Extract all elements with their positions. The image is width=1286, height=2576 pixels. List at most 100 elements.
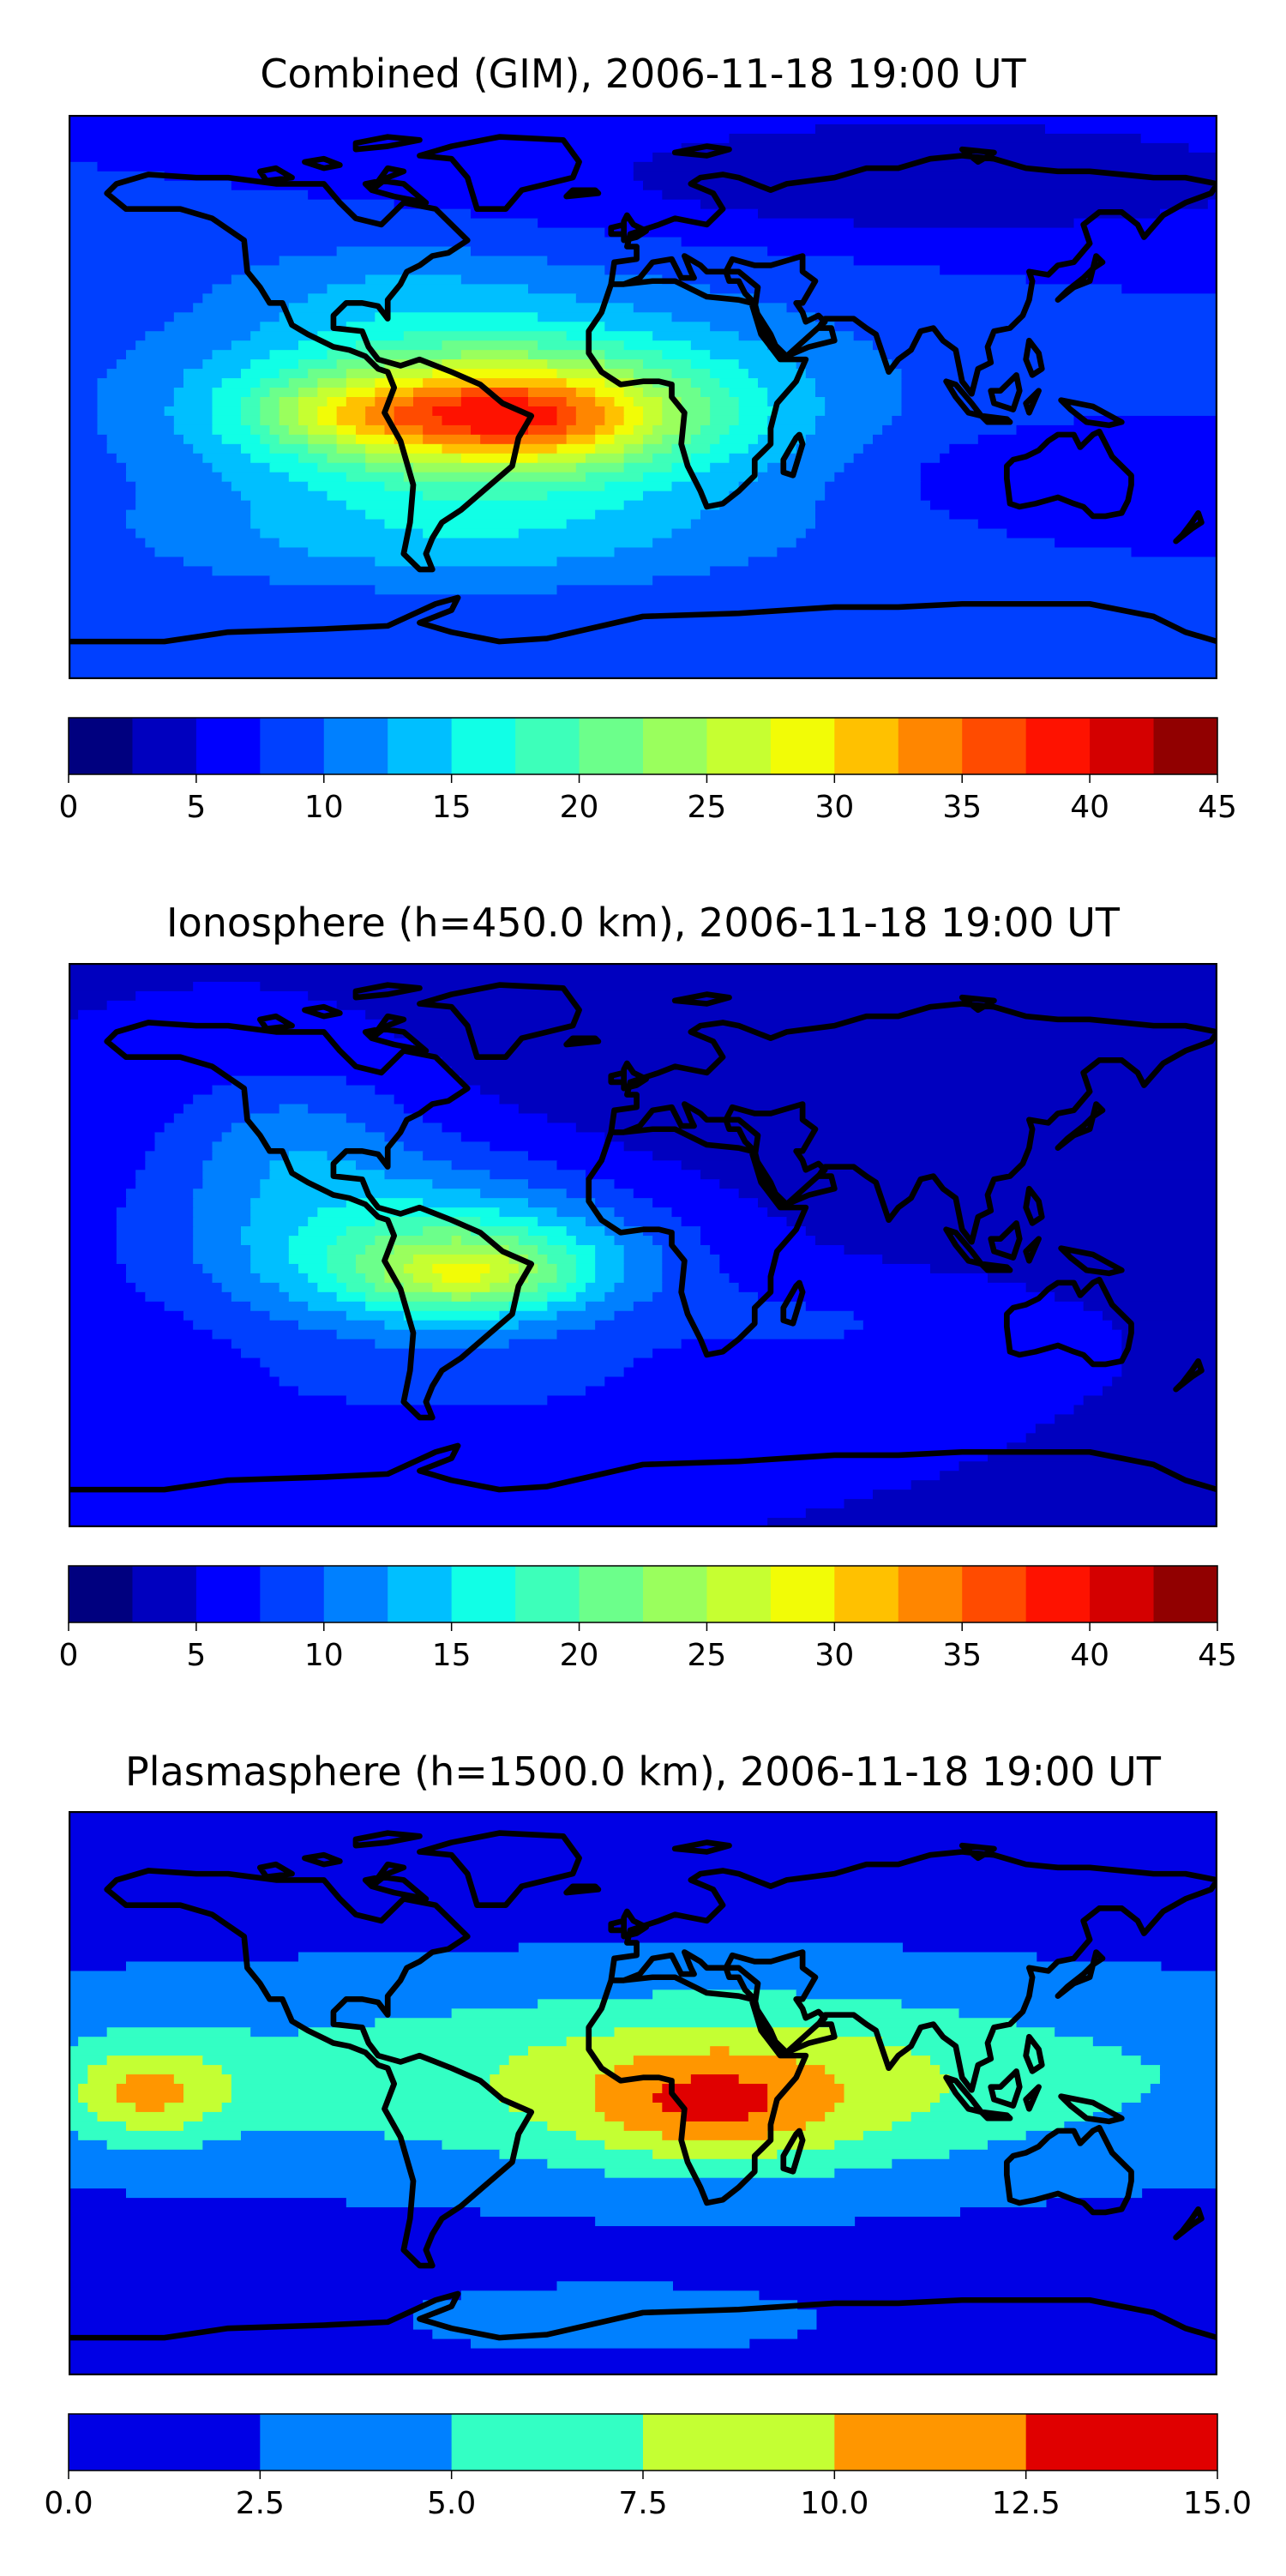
contour-cell [575,462,626,474]
contour-cell [490,1141,626,1153]
contour-cell [241,491,328,503]
contour-cell [595,424,616,436]
contour-cell [652,424,683,436]
contour-cell [815,123,1047,135]
contour-cell [308,424,339,436]
contour-cell [623,462,673,474]
contour-cell [250,1254,291,1266]
contour-cell [135,990,309,1002]
contour-cell [681,415,712,427]
contour-cell [288,1291,339,1303]
contour-cell [595,1263,626,1275]
contour-cell [547,1291,578,1303]
contour-cell [106,1000,339,1012]
contour-cell [825,2065,941,2076]
contour-cell [69,453,118,465]
contour-cell [97,415,176,427]
contour-cell [958,1461,1217,1472]
contour-cell [69,1226,118,1237]
contour-cell [202,359,252,370]
contour-cell [604,1291,654,1303]
contour-cell [260,434,281,446]
colorbar-swatch [770,1566,835,1622]
contour-cell [681,1339,1123,1351]
contour-cell [940,1471,1217,1482]
contour-cell [1055,1291,1217,1303]
contour-cell [786,1217,1217,1228]
contour-cell [202,293,309,304]
contour-cell [260,1179,434,1190]
contour-cell [834,2102,932,2114]
contour-cell [930,1263,1217,1275]
contour-cell [327,1263,358,1275]
contour-cell [700,1170,1217,1181]
contour-cell [882,1254,1217,1266]
contour-cell [308,1217,376,1228]
contour-cell [308,293,578,304]
contour-cell [69,369,109,380]
contour-cell [623,1254,664,1266]
contour-cell [729,491,826,503]
contour-cell [805,528,1008,539]
contour-cell [69,557,185,568]
contour-cell [298,1226,348,1237]
contour-cell [346,472,406,484]
colorbar-swatch [195,718,261,774]
contour-cell [327,491,424,503]
contour-cell [825,2111,913,2123]
contour-cell [69,2093,80,2104]
contour-cell [442,340,539,352]
contour-cell [69,2046,530,2057]
panel-2: Plasmasphere (h=1500.0 km), 2006-11-18 1… [44,1748,1252,2521]
field-contours [69,1811,1217,2375]
colorbar-tick-label: 45 [1198,1638,1237,1673]
contour-cell [423,1113,549,1124]
contour-cell [633,369,673,380]
colorbar-swatch [69,2414,261,2471]
contour-cell [116,359,204,370]
contour-cell [116,1245,195,1256]
contour-cell [738,481,826,493]
colorbar-tick-label: 0.0 [44,2486,93,2521]
contour-cell [193,1245,252,1256]
contour-cell [87,2065,224,2076]
contour-cell [241,1348,654,1360]
contour-cell [547,1395,1085,1406]
contour-cell [643,388,673,399]
contour-cell [518,1942,903,1953]
contour-cell [460,2290,760,2302]
contour-cell [604,1376,1114,1387]
colorbar-swatch [1025,2414,1218,2471]
colorbar-swatch [195,1566,261,1622]
contour-cell [69,2018,376,2029]
contour-cell [595,1273,626,1285]
contour-cell [825,397,903,408]
contour-cell [490,1263,520,1275]
contour-cell [1103,1386,1217,1397]
contour-cell [279,1376,606,1387]
contour-cell [250,388,271,399]
contour-cell [528,1226,568,1237]
contour-cell [69,331,147,342]
contour-cell [499,2065,616,2076]
contour-cell [69,1245,118,1256]
contour-cell [69,1151,147,1162]
contour-cell [892,2158,1217,2170]
contour-cell [815,312,1217,323]
contour-cell [508,1339,683,1351]
contour-cell [1140,2055,1217,2067]
contour-cell [288,1236,339,1247]
contour-cell [748,369,808,380]
contour-cell [460,1075,1217,1087]
contour-cell [126,1273,213,1285]
contour-cell [78,2093,118,2104]
contour-cell [575,415,606,427]
contour-cell [566,397,597,408]
contour-cell [69,1471,941,1482]
contour-cell [336,1291,367,1303]
contour-cell [690,434,721,446]
contour-cell [69,519,128,530]
contour-cell [834,472,922,484]
contour-cell [250,1198,348,1209]
contour-cell [97,406,166,418]
